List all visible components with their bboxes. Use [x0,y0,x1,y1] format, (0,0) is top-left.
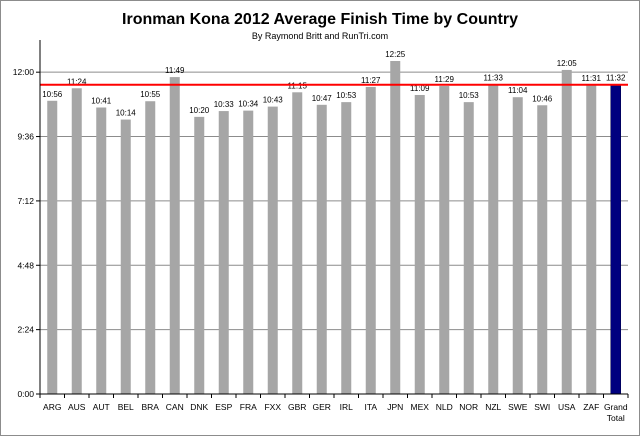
x-tick-label: AUT [93,402,110,412]
data-label: 10:43 [263,96,284,105]
bar-nzl [488,84,499,394]
x-tick-label: NLD [436,402,453,412]
data-label: 10:56 [42,90,63,99]
data-label: 11:15 [288,81,308,90]
data-label: 11:31 [582,74,602,83]
x-tick-label: GBR [288,402,306,412]
data-label: 10:47 [312,94,333,103]
bar-arg [47,100,58,395]
bar-ger [316,104,327,394]
data-label: 10:46 [532,94,553,103]
data-label: 12:05 [557,59,578,68]
x-tick-label: USA [558,402,576,412]
bar-mex [414,94,425,395]
y-tick-label: 7:12 [17,196,34,206]
bar-nor [463,102,474,394]
bar-aut [96,107,107,394]
x-tick-label: FRA [240,402,257,412]
x-tick-label: MEX [411,402,430,412]
x-tick-label: ARG [43,402,61,412]
y-tick-label: 9:36 [17,132,34,142]
x-tick-label: SWE [508,402,528,412]
bar-ita [365,86,376,394]
data-label: 10:55 [140,90,161,99]
gridlines [40,71,628,331]
data-label: 11:27 [361,76,381,85]
x-tick-label: SWI [534,402,550,412]
y-tick-label: 0:00 [17,389,34,399]
x-tick-label: NZL [485,402,501,412]
bar-usa [561,69,572,395]
x-tick-label: Grand Total [604,402,628,423]
bar-bel [120,119,131,394]
axes [39,40,628,395]
x-tick-label: BRA [142,402,160,412]
chart-subtitle: By Raymond Britt and RunTri.com [252,31,388,41]
y-tick-label: 12:00 [13,67,35,77]
x-tick-label: ESP [215,402,232,412]
x-tick-label: DNK [190,402,208,412]
data-label: 12:25 [385,50,406,59]
data-label: 10:53 [336,91,357,100]
bar-gbr [292,92,303,394]
data-label: 10:20 [189,106,210,115]
bar-dnk [194,116,205,394]
data-label: 10:33 [214,100,235,109]
data-labels: 10:56 11:24 10:41 10:14 10:55 11:49 10:20 10:33… [42,50,626,118]
x-tick-label: CAN [166,402,184,412]
bar-bra [145,101,156,394]
data-label: 11:09 [410,84,430,93]
bar-esp [218,111,229,395]
x-tick-label: ZAF [583,402,599,412]
bar-fra [243,110,254,394]
data-label: 11:24 [67,77,87,86]
y-tick-label: 4:48 [17,260,34,270]
data-label: 11:33 [484,73,504,82]
data-label: 10:14 [116,109,137,118]
data-label: 11:32 [606,74,626,83]
bar-can [169,77,180,395]
data-label: 11:04 [508,86,528,95]
x-tick-label: NOR [459,402,478,412]
bar-zaf [586,85,597,395]
x-tick-label: JPN [387,402,403,412]
y-axis-ticks: 0:00 2:24 4:48 7:12 9:36 12:00 [13,67,40,399]
bar-jpn [390,61,401,395]
x-tick-label: GER [313,402,331,412]
bar-aus [71,88,82,394]
bar-irl [341,102,352,394]
x-tick-label: FXX [264,402,281,412]
bars [47,61,621,395]
chart-title: Ironman Kona 2012 Average Finish Time by… [122,11,518,28]
data-label: 10:53 [459,91,480,100]
x-tick-label: BEL [118,402,134,412]
x-axis-ticks: ARG AUS AUT BEL BRA CAN DNK ESP FRA FXX GBR GER IRL I… [39,394,629,423]
bar-swe [512,97,523,394]
bar-nld [439,86,450,395]
data-label: 10:41 [91,96,112,105]
y-tick-label: 2:24 [17,325,34,335]
bar-swi [537,105,548,395]
bar-grand-total [610,84,621,395]
data-label: 10:34 [238,100,259,109]
bar-fxx [267,106,278,395]
data-label: 11:29 [435,75,455,84]
x-tick-label: ITA [364,402,377,412]
data-label: 11:49 [165,66,185,75]
x-tick-label: AUS [68,402,86,412]
x-tick-label: IRL [340,402,354,412]
